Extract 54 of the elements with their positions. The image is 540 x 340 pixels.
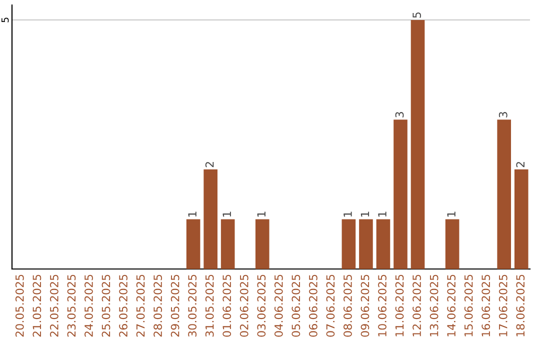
x-tick-label: 28.05.2025 — [154, 274, 162, 337]
x-tick-label: 05.06.2025 — [292, 274, 300, 337]
data-label: 1 — [222, 212, 231, 217]
bar — [204, 169, 218, 269]
x-tick-label: 29.05.2025 — [170, 274, 180, 337]
data-label: 1 — [257, 212, 266, 217]
x-tick-label: 17.06.2025 — [498, 274, 508, 336]
x-tick-label: 10.06.2025 — [378, 274, 386, 336]
data-label: 1 — [360, 212, 370, 217]
bar — [220, 219, 235, 269]
bar — [359, 219, 373, 269]
x-tick-label: 22.05.2025 — [50, 274, 58, 337]
x-tick-label: 02.06.2025 — [240, 274, 248, 337]
data-label: 3 — [498, 112, 508, 118]
x-tick-label: 30.05.2025 — [188, 274, 197, 337]
x-tick-label: 20.05.2025 — [15, 274, 24, 337]
data-label: 2 — [205, 162, 214, 168]
data-label: 1 — [447, 212, 456, 217]
x-tick-label: 25.05.2025 — [102, 274, 110, 337]
bar — [514, 169, 528, 269]
x-tick-label: 23.05.2025 — [67, 274, 76, 337]
bar — [186, 219, 200, 269]
data-label: 1 — [344, 212, 352, 217]
x-tick-label: 15.06.2025 — [464, 274, 473, 336]
data-label: 1 — [378, 212, 386, 217]
x-tick-label: 12.06.2025 — [412, 274, 421, 336]
data-label: 1 — [188, 212, 196, 217]
x-tick-label: 06.06.2025 — [308, 274, 318, 337]
data-label: 5 — [412, 12, 421, 18]
data-label: 3 — [395, 112, 404, 118]
x-tick-label: 16.06.2025 — [482, 274, 490, 336]
x-tick-label: 21.05.2025 — [32, 274, 42, 337]
x-tick-label: 03.06.2025 — [257, 274, 266, 337]
x-tick-label: 31.05.2025 — [205, 274, 214, 337]
x-tick-label: 07.06.2025 — [326, 274, 335, 337]
x-tick-label: 26.05.2025 — [119, 274, 128, 337]
x-tick-label: 09.06.2025 — [360, 274, 370, 337]
bar — [445, 219, 460, 269]
x-tick-label: 08.06.2025 — [344, 274, 352, 337]
bar — [410, 20, 425, 269]
bar — [497, 120, 512, 269]
bar — [255, 219, 270, 269]
data-label: 2 — [516, 162, 524, 168]
bar — [376, 219, 390, 269]
x-tick-label: 18.06.2025 — [516, 274, 525, 336]
x-tick-label: 24.05.2025 — [84, 274, 93, 337]
x-tick-label: 27.05.2025 — [136, 274, 145, 337]
x-tick-label: 01.06.2025 — [222, 274, 232, 337]
x-tick-label: 13.06.2025 — [430, 274, 438, 336]
x-tick-label: 04.06.2025 — [274, 274, 283, 337]
x-tick-label: 14.06.2025 — [447, 274, 456, 336]
bar — [342, 219, 356, 269]
x-tick-label: 11.06.2025 — [395, 274, 404, 336]
bar — [394, 120, 408, 269]
